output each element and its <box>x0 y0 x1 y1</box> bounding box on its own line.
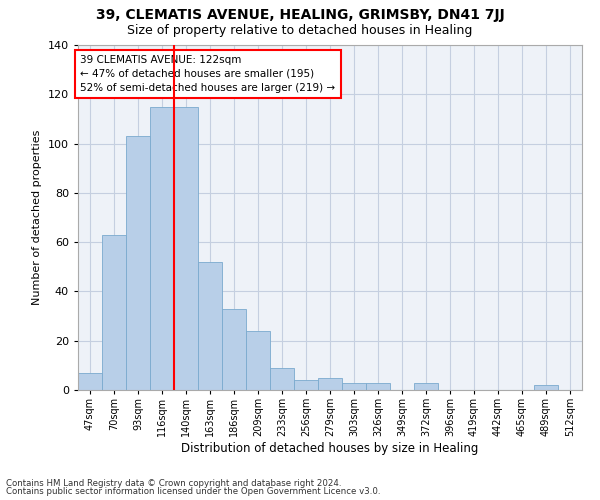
Text: Size of property relative to detached houses in Healing: Size of property relative to detached ho… <box>127 24 473 37</box>
Bar <box>270 368 294 390</box>
Text: Contains HM Land Registry data © Crown copyright and database right 2024.: Contains HM Land Registry data © Crown c… <box>6 478 341 488</box>
Bar <box>102 235 126 390</box>
Bar <box>318 378 342 390</box>
Bar <box>414 382 438 390</box>
Bar <box>198 262 222 390</box>
X-axis label: Distribution of detached houses by size in Healing: Distribution of detached houses by size … <box>181 442 479 455</box>
Bar <box>126 136 150 390</box>
Bar <box>222 308 246 390</box>
Text: 39, CLEMATIS AVENUE, HEALING, GRIMSBY, DN41 7JJ: 39, CLEMATIS AVENUE, HEALING, GRIMSBY, D… <box>95 8 505 22</box>
Bar <box>246 331 270 390</box>
Bar <box>342 382 366 390</box>
Bar <box>366 382 390 390</box>
Y-axis label: Number of detached properties: Number of detached properties <box>32 130 42 305</box>
Bar <box>150 106 174 390</box>
Bar <box>534 385 558 390</box>
Text: Contains public sector information licensed under the Open Government Licence v3: Contains public sector information licen… <box>6 487 380 496</box>
Bar <box>294 380 318 390</box>
Bar <box>78 373 102 390</box>
Text: 39 CLEMATIS AVENUE: 122sqm
← 47% of detached houses are smaller (195)
52% of sem: 39 CLEMATIS AVENUE: 122sqm ← 47% of deta… <box>80 55 335 93</box>
Bar <box>174 106 198 390</box>
